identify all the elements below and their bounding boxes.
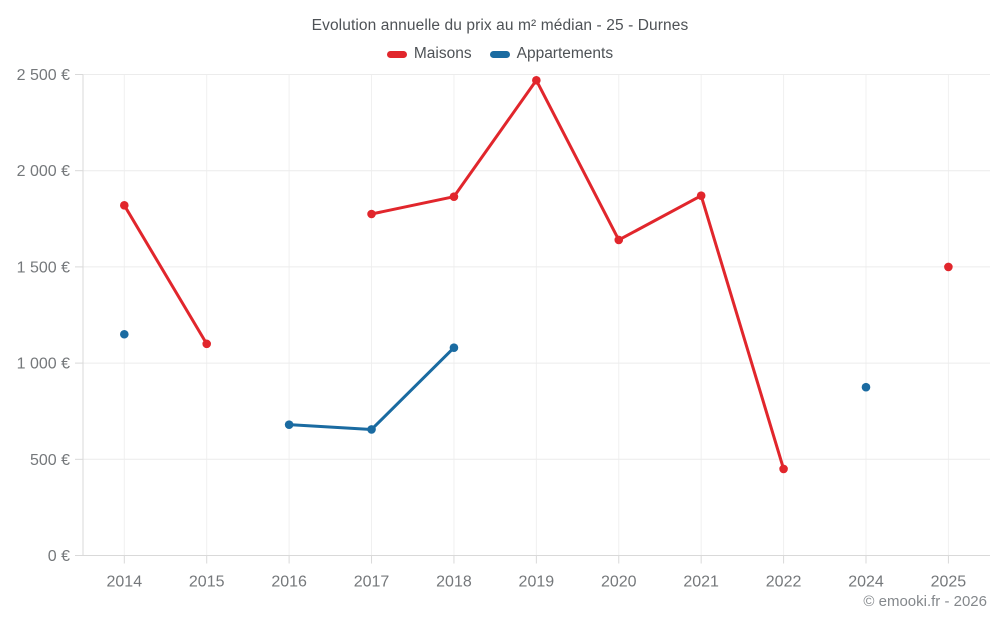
data-point-maisons-2019[interactable] (532, 75, 541, 85)
legend-label-maisons: Maisons (413, 45, 472, 62)
y-axis-label: 2 000 € (17, 163, 70, 180)
legend-swatch-appartements (489, 50, 510, 58)
data-point-maisons-2020[interactable] (614, 235, 624, 245)
x-axis-label: 2015 (189, 574, 225, 591)
y-axis-label: 0 € (48, 548, 70, 565)
x-axis-label: 2024 (848, 574, 884, 591)
data-point-maisons-2021[interactable] (696, 191, 706, 201)
data-point-appartements-2024[interactable] (861, 382, 871, 392)
y-axis-label: 500 € (30, 452, 70, 469)
data-point-maisons-2015[interactable] (202, 339, 212, 349)
data-point-maisons-2017[interactable] (367, 209, 376, 219)
x-axis-label: 2025 (931, 574, 967, 591)
copyright-text: © emooki.fr - 2026 (863, 593, 987, 610)
data-point-appartements-2017[interactable] (367, 425, 376, 434)
y-axis-label: 2 500 € (17, 67, 70, 84)
x-axis-label: 2018 (436, 574, 472, 591)
chart-title: Evolution annuelle du prix au m² médian … (311, 17, 689, 34)
series-line-maisons (370, 78, 786, 471)
x-axis-label: 2020 (601, 574, 637, 591)
x-axis-label: 2022 (766, 574, 802, 591)
x-axis-label: 2016 (271, 574, 307, 591)
x-axis-label: 2019 (519, 574, 555, 591)
x-axis-label: 2014 (107, 574, 143, 591)
y-axis-label: 1 500 € (17, 259, 70, 276)
legend-swatch-maisons (386, 50, 407, 58)
data-point-maisons-2025[interactable] (944, 262, 953, 272)
legend-item-appartements[interactable]: Appartements (489, 45, 614, 63)
chart-legend: Maisons Appartements (0, 44, 1000, 64)
data-point-appartements-2016[interactable] (284, 420, 294, 429)
data-point-appartements-2014[interactable] (120, 329, 129, 339)
legend-item-maisons[interactable]: Maisons (386, 45, 472, 63)
x-axis-label: 2017 (354, 574, 390, 591)
data-point-maisons-2018[interactable] (449, 192, 459, 201)
x-axis-label: 2021 (683, 574, 719, 591)
data-point-maisons-2014[interactable] (120, 201, 129, 210)
legend-label-appartements: Appartements (516, 45, 614, 62)
series-line-maisons (122, 203, 209, 346)
data-point-appartements-2018[interactable] (449, 343, 459, 353)
data-point-maisons-2022[interactable] (779, 464, 788, 474)
y-axis-label: 1 000 € (17, 356, 70, 373)
